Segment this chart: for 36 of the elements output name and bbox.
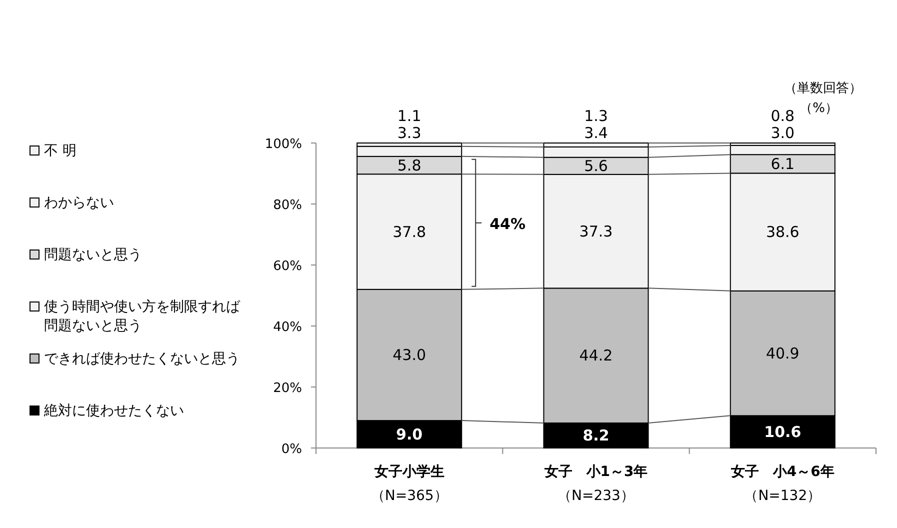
y-tick-label: 80%	[273, 198, 302, 213]
data-label: 40.9	[766, 344, 800, 362]
data-label: 8.2	[582, 426, 610, 444]
data-label: 6.1	[770, 154, 795, 173]
y-tick-label: 100%	[264, 137, 302, 152]
y-tick-label: 0%	[281, 442, 302, 457]
legend-label: できれば使わせたくないと思う	[44, 351, 240, 367]
data-label: 1.1	[397, 107, 422, 125]
data-label: 9.0	[396, 425, 423, 444]
text: （%）	[800, 101, 838, 116]
x-tick-label: 女子 小4～6年（N=132）	[730, 464, 834, 504]
data-label: 3.3	[397, 124, 422, 142]
text: （単数回答）	[784, 81, 862, 96]
data-label: 43.0	[392, 346, 426, 364]
legend-label: 問題ないと思う	[44, 247, 142, 263]
annotation: 44%	[490, 214, 526, 233]
data-label: 3.0	[770, 124, 795, 142]
data-label: 5.8	[397, 156, 422, 174]
data-label: 0.8	[770, 107, 795, 125]
data-label: 44.2	[579, 346, 613, 365]
data-label: 10.6	[764, 422, 802, 441]
data-label: 3.4	[584, 124, 608, 142]
data-label: 37.3	[579, 222, 613, 240]
legend-label: 絶対に使わせたくない	[43, 403, 184, 419]
data-label: 1.3	[584, 107, 608, 125]
y-tick-label: 40%	[273, 320, 302, 335]
legend-label: 不 明	[44, 143, 76, 159]
data-label: 38.6	[766, 223, 800, 242]
y-tick-label: 60%	[273, 259, 302, 274]
legend-label: 使う時間や使い方を制限すれば問題ないと思う	[44, 299, 241, 334]
legend-label: わからない	[44, 195, 114, 211]
data-label: 5.6	[584, 156, 608, 175]
y-tick-label: 20%	[273, 381, 302, 396]
x-tick-label: 女子 小1～3年（N=233）	[543, 464, 648, 504]
x-tick-label: 女子小学生（N=365）	[370, 464, 448, 504]
data-label: 37.8	[392, 222, 426, 241]
